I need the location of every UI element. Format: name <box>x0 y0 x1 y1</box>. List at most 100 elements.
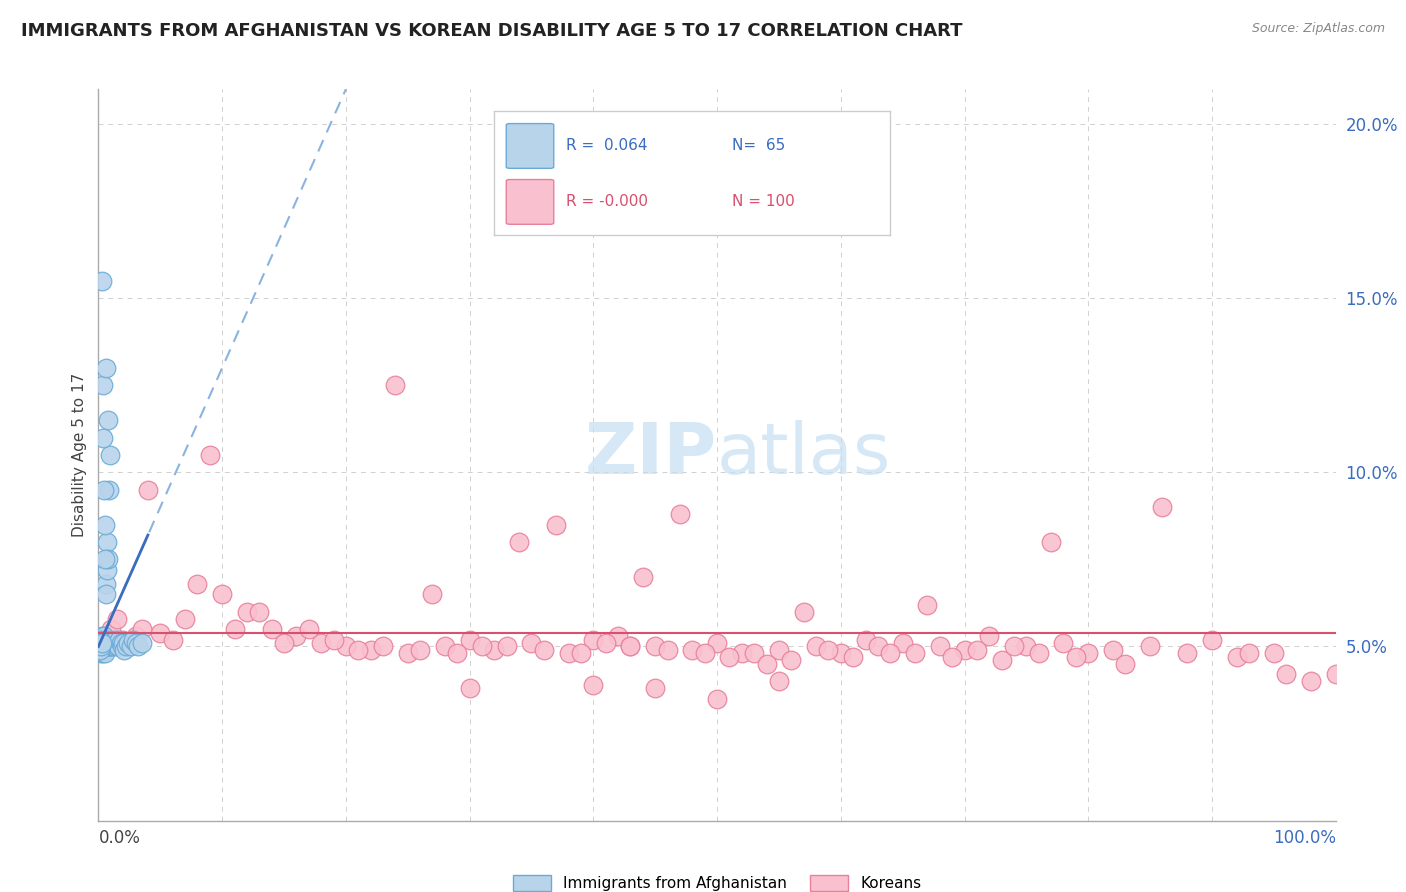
Point <box>103 640 125 654</box>
Point <box>1002 640 1025 654</box>
Point <box>111 640 134 654</box>
Point <box>94 587 117 601</box>
Point <box>718 649 741 664</box>
Point <box>1114 657 1136 671</box>
Point <box>124 636 146 650</box>
Point <box>97 640 120 654</box>
Point <box>94 647 117 661</box>
Point <box>98 640 121 654</box>
Point <box>224 622 246 636</box>
Text: IMMIGRANTS FROM AFGHANISTAN VS KOREAN DISABILITY AGE 5 TO 17 CORRELATION CHART: IMMIGRANTS FROM AFGHANISTAN VS KOREAN DI… <box>21 22 963 40</box>
Point <box>112 636 135 650</box>
Point <box>162 632 184 647</box>
Point <box>96 535 118 549</box>
Point <box>520 636 543 650</box>
Point <box>90 647 112 661</box>
Point <box>582 632 605 647</box>
Point <box>1052 636 1074 650</box>
Point <box>136 483 159 497</box>
Point <box>97 413 120 427</box>
Point <box>582 678 605 692</box>
Point <box>768 674 790 689</box>
Point <box>131 622 153 636</box>
Point <box>793 605 815 619</box>
Point <box>104 640 127 654</box>
Point <box>273 636 295 650</box>
Point <box>124 629 146 643</box>
Point <box>1077 647 1099 661</box>
Point <box>1040 535 1063 549</box>
Point <box>94 640 117 654</box>
Point <box>114 640 136 654</box>
Text: 0.0%: 0.0% <box>98 829 141 847</box>
Point <box>174 612 197 626</box>
Point <box>928 640 950 654</box>
Point <box>90 636 112 650</box>
Point <box>91 643 114 657</box>
Point <box>458 681 481 696</box>
Point <box>866 640 889 654</box>
Point <box>93 640 115 654</box>
Point <box>105 636 128 650</box>
Point <box>94 552 117 566</box>
Point <box>1028 647 1050 661</box>
Point <box>422 587 444 601</box>
Point <box>706 691 728 706</box>
Point <box>644 640 666 654</box>
Point <box>93 636 115 650</box>
Point <box>657 643 679 657</box>
Y-axis label: Disability Age 5 to 17: Disability Age 5 to 17 <box>72 373 87 537</box>
Point <box>93 430 115 444</box>
Text: atlas: atlas <box>717 420 891 490</box>
Point <box>90 629 112 643</box>
Point <box>1275 667 1298 681</box>
Point <box>131 636 153 650</box>
Point <box>533 643 555 657</box>
Point <box>93 643 115 657</box>
Point <box>211 587 233 601</box>
Point <box>371 640 394 654</box>
Point <box>98 483 121 497</box>
Point <box>93 640 115 654</box>
Point <box>595 636 617 650</box>
Point <box>1139 640 1161 654</box>
Point <box>117 636 139 650</box>
Point <box>1175 647 1198 661</box>
Point <box>87 640 110 654</box>
Point <box>101 636 124 650</box>
Point <box>693 647 716 661</box>
Point <box>1152 500 1174 515</box>
Legend: Immigrants from Afghanistan, Koreans: Immigrants from Afghanistan, Koreans <box>506 869 928 892</box>
Point <box>495 640 517 654</box>
Point <box>917 598 939 612</box>
Point <box>546 517 568 532</box>
Point <box>1102 643 1125 657</box>
Point <box>904 647 927 661</box>
Point <box>198 448 221 462</box>
Point <box>780 653 803 667</box>
Point <box>1237 647 1260 661</box>
Point <box>879 647 901 661</box>
Point <box>90 632 112 647</box>
Point <box>105 612 128 626</box>
Point <box>93 629 115 643</box>
Point <box>94 632 117 647</box>
Point <box>186 576 208 591</box>
Point <box>96 563 118 577</box>
Point <box>347 643 370 657</box>
Point <box>309 636 332 650</box>
Point <box>91 378 114 392</box>
Point <box>98 448 121 462</box>
Point <box>755 657 778 671</box>
Point <box>94 360 117 375</box>
Point <box>569 647 592 661</box>
Point <box>112 632 135 647</box>
Point <box>149 625 172 640</box>
Point <box>619 640 641 654</box>
Point <box>91 632 114 647</box>
Point <box>298 622 321 636</box>
Point <box>953 643 976 657</box>
Point <box>619 640 641 654</box>
Point <box>97 552 120 566</box>
Point <box>285 629 308 643</box>
